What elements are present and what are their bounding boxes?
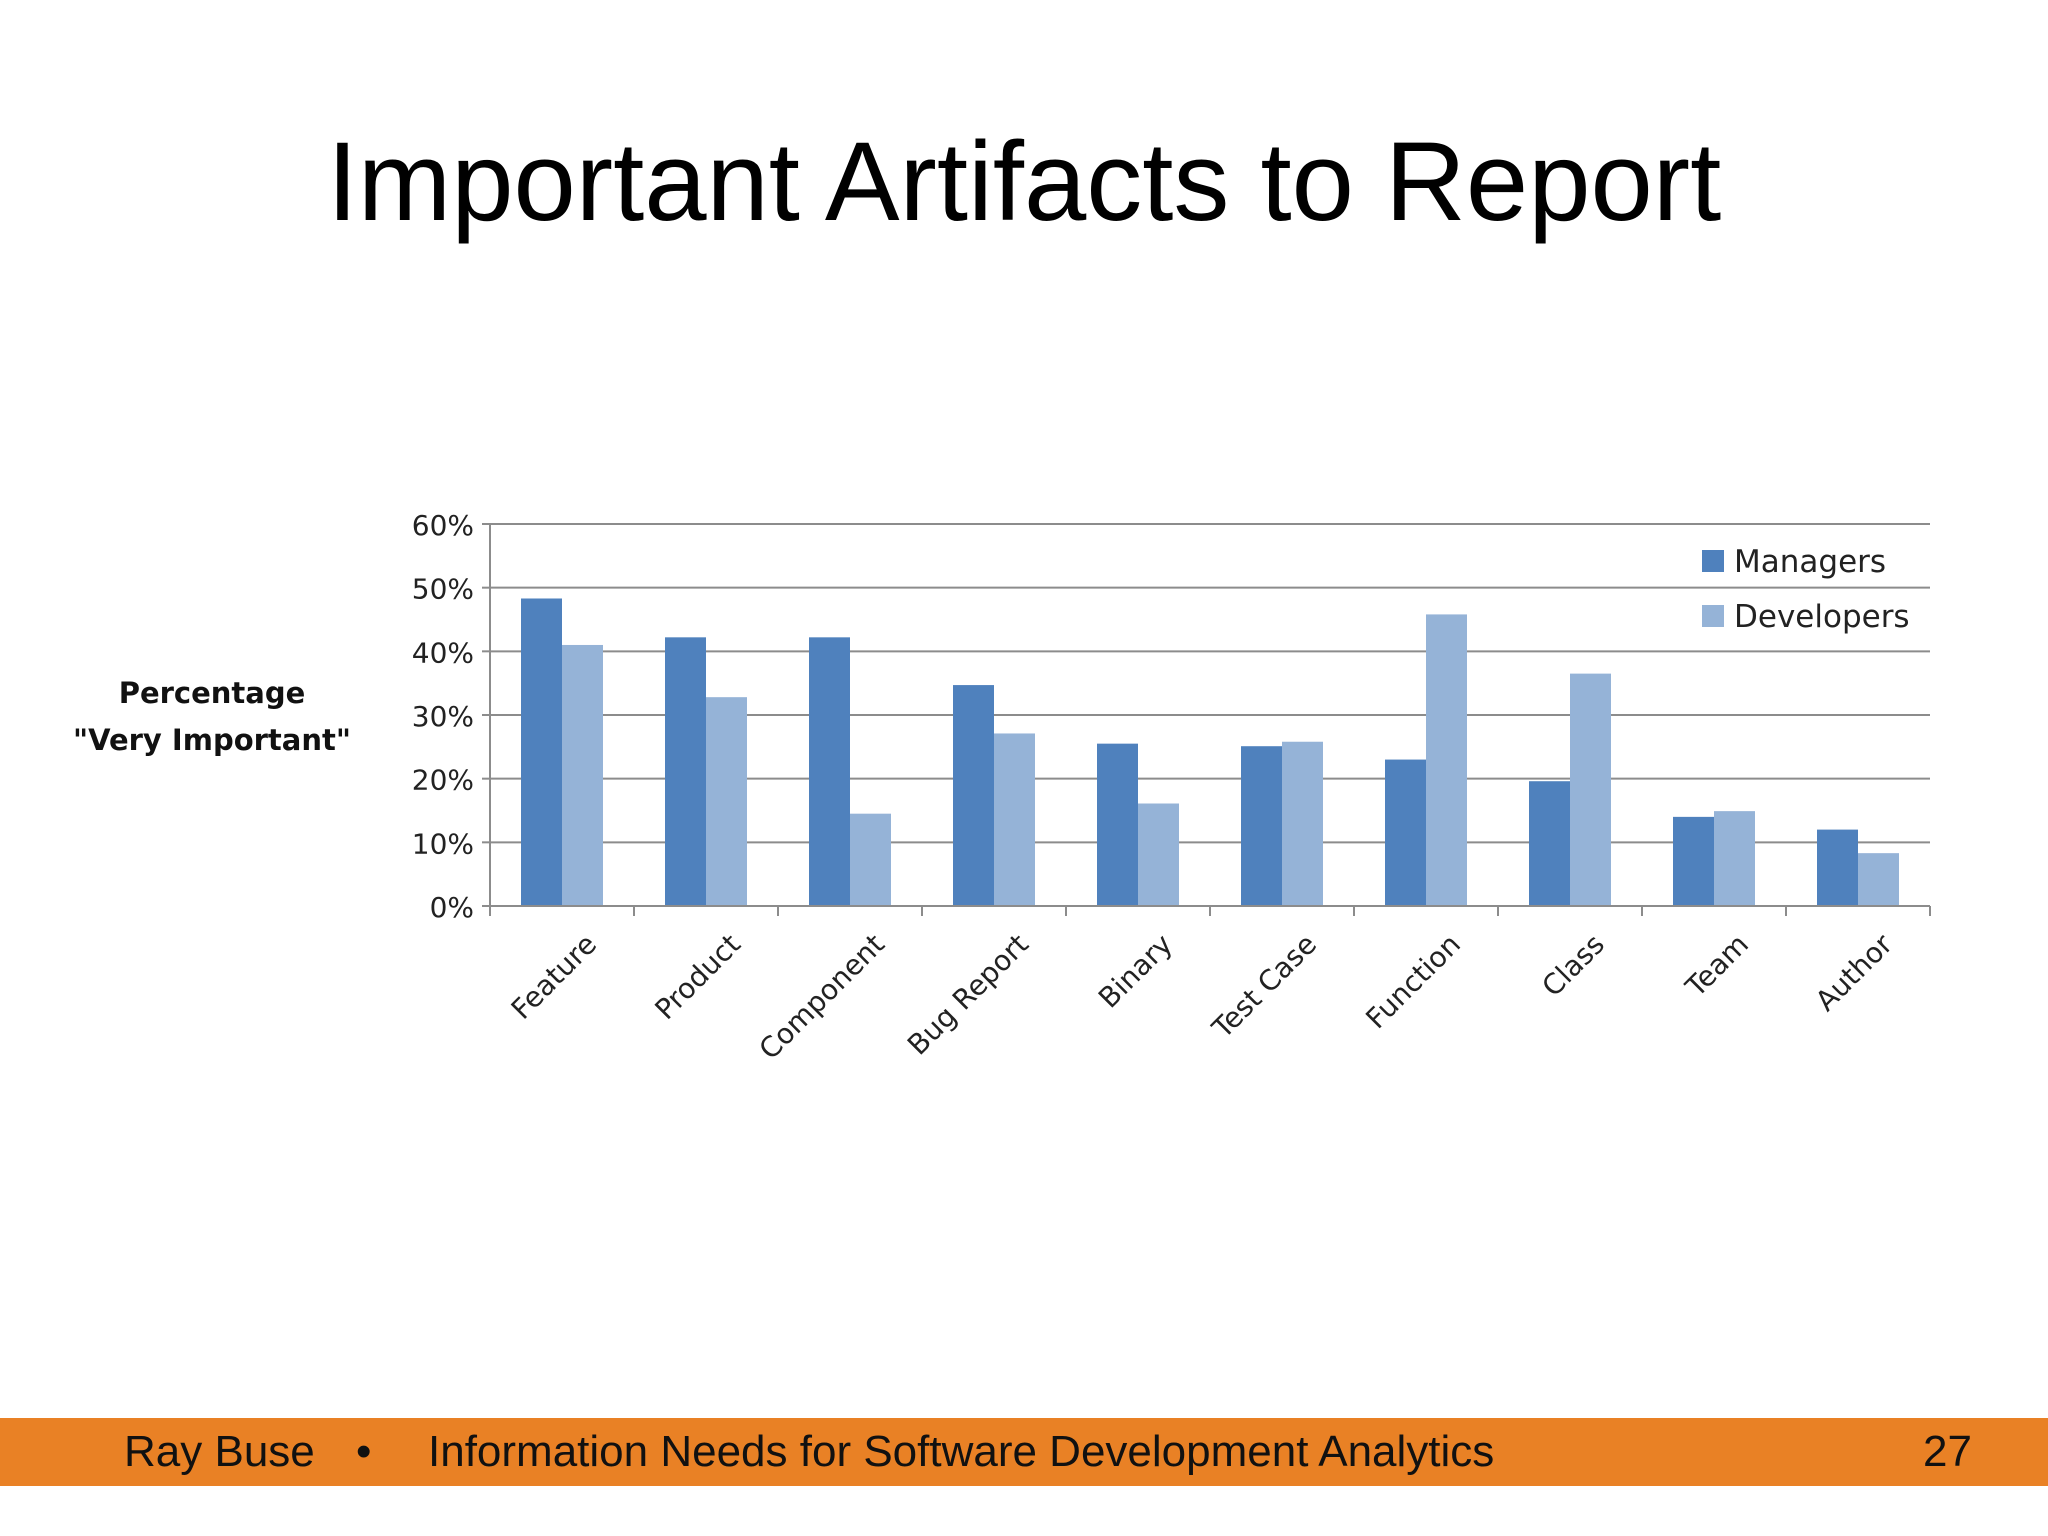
y-tick-label: 10%: [412, 827, 474, 860]
bar-developers-component: [850, 813, 891, 906]
bar-managers-component: [809, 637, 850, 906]
axes: [482, 523, 1931, 916]
slide-title: Important Artifacts to Report: [326, 119, 1722, 244]
y-axis-label-line: Percentage: [119, 676, 306, 710]
bar-managers-author: [1817, 829, 1858, 906]
bar-managers-test-case: [1241, 746, 1282, 906]
bar-developers-binary: [1138, 803, 1179, 906]
bar-managers-binary: [1097, 743, 1138, 906]
bar-developers-function: [1426, 614, 1467, 906]
footer-separator: •: [356, 1427, 372, 1476]
legend-label: Managers: [1734, 544, 1886, 580]
y-tick-label: 0%: [430, 891, 474, 924]
y-axis-label-line: "Very Important": [73, 723, 351, 757]
bar-developers-feature: [562, 644, 603, 906]
x-tick-label: Binary: [1092, 928, 1179, 1015]
legend: Managers Developers: [1702, 544, 1910, 635]
legend-swatch: [1702, 550, 1724, 572]
y-tick-label: 50%: [412, 573, 474, 606]
footer-author: Ray Buse: [124, 1427, 315, 1476]
bar-managers-team: [1673, 816, 1714, 906]
legend-label: Developers: [1734, 599, 1910, 635]
bar-managers-bug-report: [953, 685, 994, 906]
y-tick-label: 20%: [412, 764, 474, 797]
x-tick-label: Team: [1679, 928, 1755, 1004]
y-axis-label: Percentage "Very Important": [73, 676, 351, 757]
page-number: 27: [1923, 1427, 1972, 1476]
x-tick-label: Bug Report: [901, 928, 1035, 1062]
y-tick-label: 30%: [412, 700, 474, 733]
footer-subject: Information Needs for Software Developme…: [428, 1427, 1495, 1476]
bar-developers-product: [706, 697, 747, 906]
bar-developers-bug-report: [994, 733, 1035, 906]
bar-managers-class: [1529, 781, 1570, 906]
bar-developers-test-case: [1282, 741, 1323, 906]
legend-swatch: [1702, 605, 1724, 627]
footer-bar: Ray Buse • Information Needs for Softwar…: [0, 1418, 2048, 1486]
x-tick-label: Author: [1809, 927, 1899, 1017]
bar-managers-feature: [521, 598, 562, 906]
tick-labels: 0% 10% 20% 30% 40% 50% 60% Feature Product Compon…: [412, 509, 1900, 1066]
x-tick-label: Test Case: [1205, 928, 1323, 1046]
bars: [521, 598, 1899, 906]
y-tick-label: 40%: [412, 636, 474, 669]
x-tick-label: Product: [648, 928, 747, 1027]
bar-managers-function: [1385, 759, 1426, 906]
y-tick-label: 60%: [412, 509, 474, 542]
bar-developers-author: [1858, 853, 1899, 906]
bar-managers-product: [665, 637, 706, 906]
x-tick-label: Class: [1536, 928, 1611, 1003]
bar-developers-team: [1714, 811, 1755, 906]
x-tick-label: Feature: [505, 928, 603, 1026]
x-tick-label: Function: [1359, 928, 1467, 1036]
bar-developers-class: [1570, 673, 1611, 906]
x-tick-label: Component: [753, 928, 891, 1066]
